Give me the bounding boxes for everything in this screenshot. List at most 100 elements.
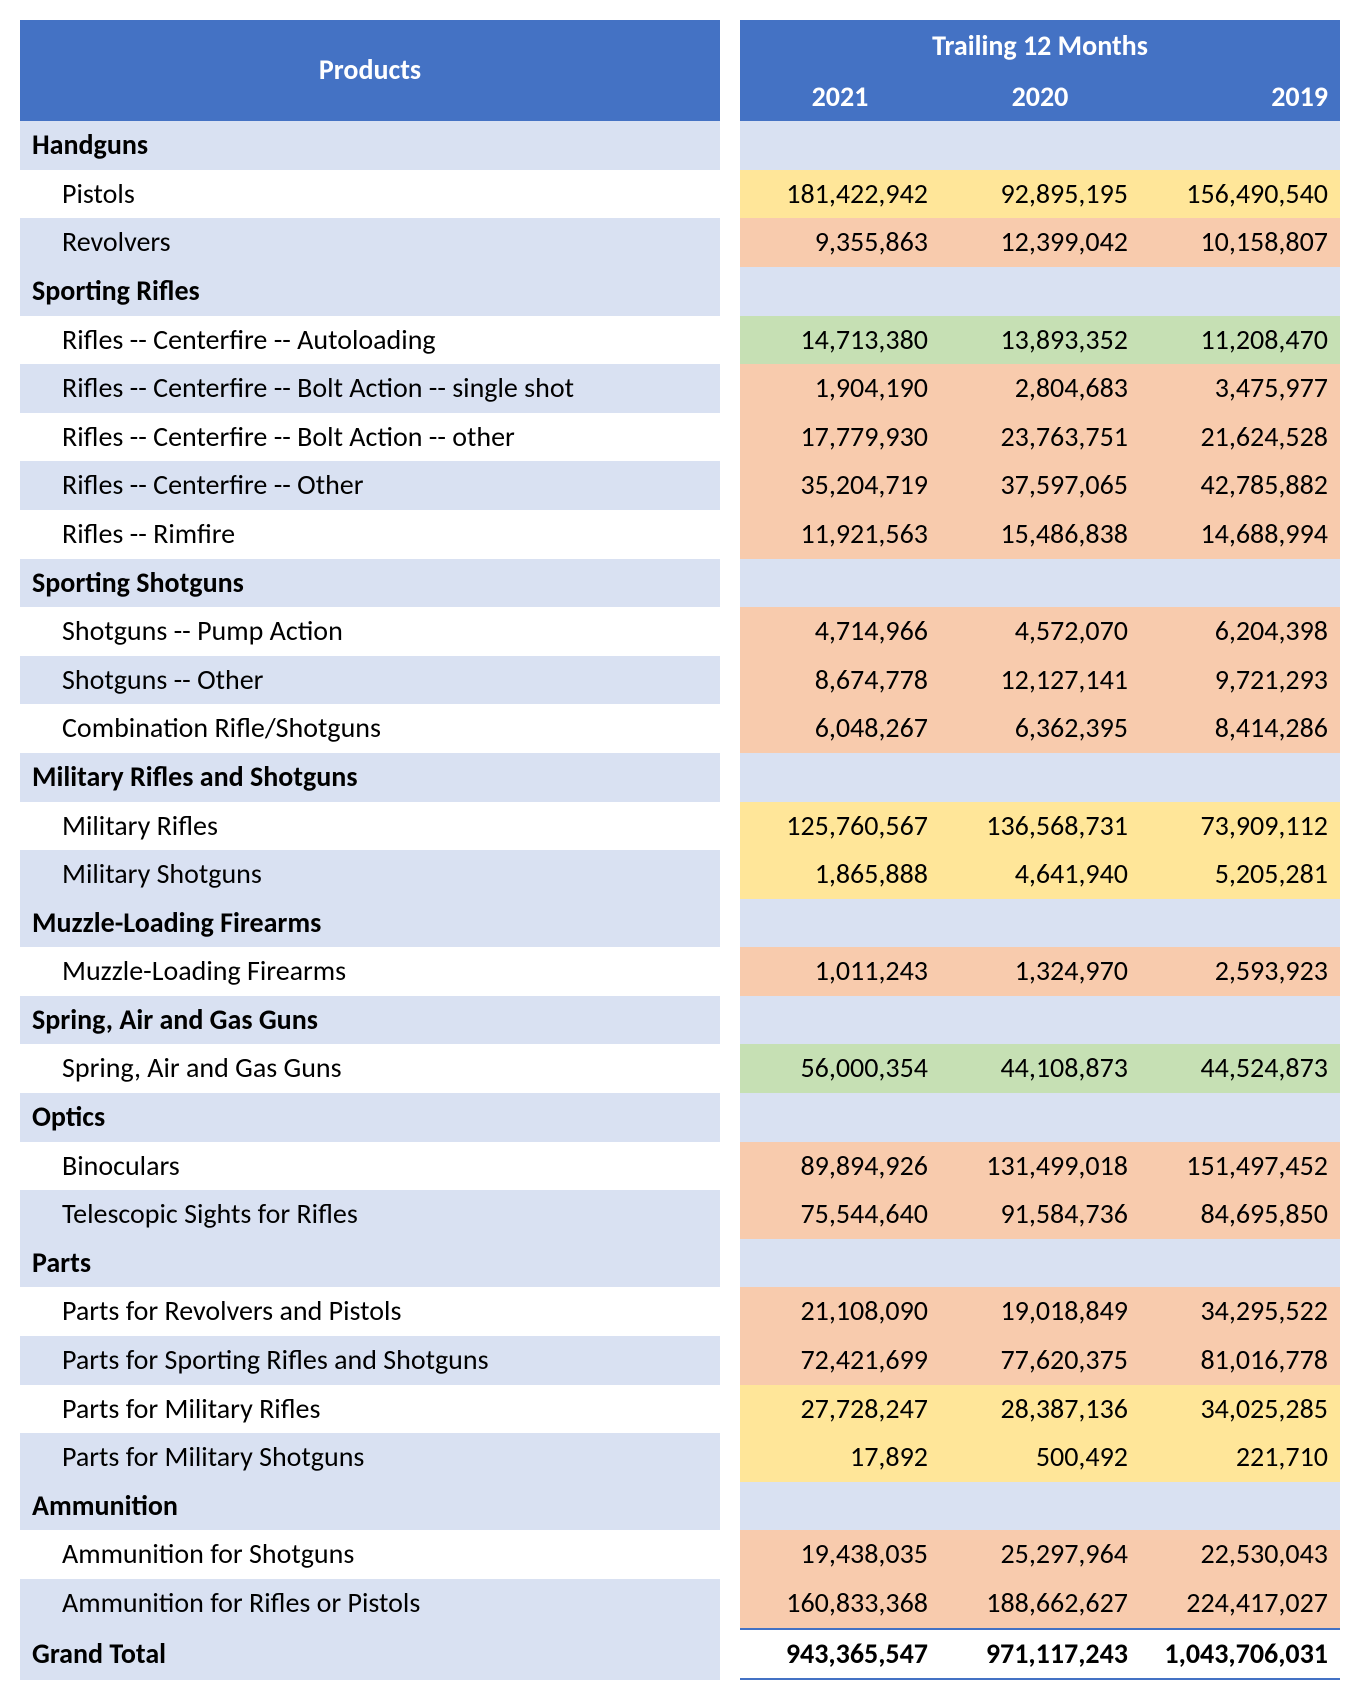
row-gap (720, 996, 740, 1045)
category-label: Handguns (20, 121, 720, 170)
category-blank (1140, 899, 1340, 948)
value-cell: 224,417,027 (1140, 1579, 1340, 1628)
category-blank (1140, 1482, 1340, 1531)
value-cell: 9,355,863 (740, 218, 940, 267)
value-cell: 11,921,563 (740, 510, 940, 559)
value-cell: 3,475,977 (1140, 364, 1340, 413)
category-label: Spring, Air and Gas Guns (20, 996, 720, 1045)
value-cell: 42,785,882 (1140, 461, 1340, 510)
row-gap (720, 899, 740, 948)
category-blank (740, 1482, 940, 1531)
row-gap (720, 170, 740, 219)
table-row: Military Rifles125,760,567136,568,73173,… (20, 802, 1340, 851)
category-row: Military Rifles and Shotguns (20, 753, 1340, 802)
row-gap (720, 1044, 740, 1093)
value-cell: 188,662,627 (940, 1579, 1140, 1628)
product-label: Binoculars (20, 1142, 720, 1191)
category-row: Optics (20, 1093, 1340, 1142)
table-row: Military Shotguns 1,865,8884,641,9405,205… (20, 850, 1340, 899)
category-label: Sporting Shotguns (20, 559, 720, 608)
value-cell: 75,544,640 (740, 1190, 940, 1239)
value-cell: 84,695,850 (1140, 1190, 1340, 1239)
value-cell: 19,018,849 (940, 1287, 1140, 1336)
grand-total-label: Grand Total (20, 1628, 720, 1681)
table-row: Parts for Revolvers and Pistols21,108,09… (20, 1287, 1340, 1336)
row-gap (720, 1336, 740, 1385)
category-blank (1140, 753, 1340, 802)
row-gap (720, 607, 740, 656)
category-blank (1140, 1093, 1340, 1142)
value-cell: 125,760,567 (740, 802, 940, 851)
table-row: Rifles -- Centerfire -- Bolt Action -- o… (20, 413, 1340, 462)
category-blank (1140, 1239, 1340, 1288)
row-gap (720, 121, 740, 170)
category-blank (1140, 996, 1340, 1045)
value-cell: 4,641,940 (940, 850, 1140, 899)
row-gap (720, 559, 740, 608)
product-label: Parts for Sporting Rifles and Shotguns (20, 1336, 720, 1385)
value-cell: 15,486,838 (940, 510, 1140, 559)
value-cell: 6,362,395 (940, 704, 1140, 753)
value-cell: 44,524,873 (1140, 1044, 1340, 1093)
value-cell: 28,387,136 (940, 1385, 1140, 1434)
category-blank (1140, 267, 1340, 316)
row-gap (720, 1239, 740, 1288)
category-row: Sporting Rifles (20, 267, 1340, 316)
category-row: Parts (20, 1239, 1340, 1288)
category-blank (940, 899, 1140, 948)
value-cell: 14,713,380 (740, 316, 940, 365)
value-cell: 27,728,247 (740, 1385, 940, 1434)
row-gap (720, 1385, 740, 1434)
row-gap (720, 1190, 740, 1239)
category-blank (740, 121, 940, 170)
category-label: Sporting Rifles (20, 267, 720, 316)
value-cell: 34,025,285 (1140, 1385, 1340, 1434)
row-gap (720, 1093, 740, 1142)
product-label: Military Shotguns (20, 850, 720, 899)
row-gap (720, 1433, 740, 1482)
row-gap (720, 1142, 740, 1191)
product-label: Telescopic Sights for Rifles (20, 1190, 720, 1239)
category-blank (940, 559, 1140, 608)
value-cell: 37,597,065 (940, 461, 1140, 510)
value-cell: 2,593,923 (1140, 947, 1340, 996)
value-cell: 500,492 (940, 1433, 1140, 1482)
table-row: Binoculars89,894,926131,499,018151,497,4… (20, 1142, 1340, 1191)
product-label: Ammunition for Shotguns (20, 1530, 720, 1579)
category-label: Military Rifles and Shotguns (20, 753, 720, 802)
table-row: Parts for Sporting Rifles and Shotguns72… (20, 1336, 1340, 1385)
grand-total-value: 971,117,243 (940, 1628, 1140, 1681)
category-blank (740, 559, 940, 608)
row-gap (720, 267, 740, 316)
category-row: Spring, Air and Gas Guns (20, 996, 1340, 1045)
value-cell: 5,205,281 (1140, 850, 1340, 899)
category-row: Muzzle-Loading Firearms (20, 899, 1340, 948)
category-label: Muzzle-Loading Firearms (20, 899, 720, 948)
category-row: Ammunition (20, 1482, 1340, 1531)
value-cell: 1,865,888 (740, 850, 940, 899)
value-cell: 8,674,778 (740, 656, 940, 705)
table-row: Parts for Military Shotguns17,892500,492… (20, 1433, 1340, 1482)
value-cell: 11,208,470 (1140, 316, 1340, 365)
value-cell: 35,204,719 (740, 461, 940, 510)
table-row: Shotguns -- Other8,674,77812,127,1419,72… (20, 656, 1340, 705)
value-cell: 4,714,966 (740, 607, 940, 656)
value-cell: 77,620,375 (940, 1336, 1140, 1385)
product-label: Ammunition for Rifles or Pistols (20, 1579, 720, 1628)
value-cell: 21,108,090 (740, 1287, 940, 1336)
value-cell: 81,016,778 (1140, 1336, 1340, 1385)
category-blank (940, 996, 1140, 1045)
product-label: Combination Rifle/Shotguns (20, 704, 720, 753)
product-label: Revolvers (20, 218, 720, 267)
value-cell: 2,804,683 (940, 364, 1140, 413)
table-row: Muzzle-Loading Firearms1,011,2431,324,97… (20, 947, 1340, 996)
value-cell: 9,721,293 (1140, 656, 1340, 705)
value-cell: 181,422,942 (740, 170, 940, 219)
category-blank (940, 121, 1140, 170)
product-label: Parts for Military Shotguns (20, 1433, 720, 1482)
value-cell: 89,894,926 (740, 1142, 940, 1191)
value-cell: 22,530,043 (1140, 1530, 1340, 1579)
row-gap (720, 947, 740, 996)
category-row: Handguns (20, 121, 1340, 170)
table-row: Shotguns -- Pump Action4,714,9664,572,07… (20, 607, 1340, 656)
